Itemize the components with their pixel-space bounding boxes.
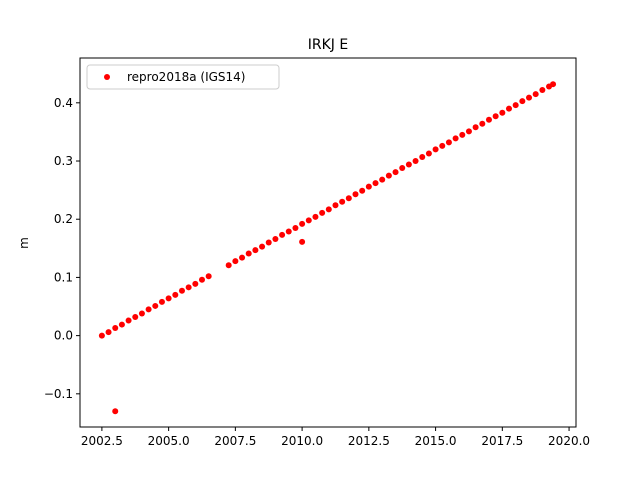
point (419, 153, 426, 160)
point (205, 273, 212, 280)
point (185, 284, 192, 291)
point (112, 408, 119, 415)
point (399, 165, 406, 172)
point (265, 239, 272, 246)
point (138, 310, 145, 317)
point (285, 228, 292, 235)
point (385, 172, 392, 179)
point (292, 224, 299, 231)
point (439, 142, 446, 149)
point (365, 183, 372, 190)
point (232, 258, 239, 265)
point (505, 105, 512, 112)
point (519, 98, 526, 105)
point (339, 198, 346, 205)
point (272, 236, 279, 243)
point (279, 231, 286, 238)
y-tick-label: −0.1 (44, 387, 73, 401)
point (192, 280, 199, 287)
point (499, 109, 506, 116)
x-tick-label: 2002.5 (81, 434, 123, 448)
point (165, 295, 172, 302)
point (345, 195, 352, 202)
point (152, 302, 159, 309)
point (412, 158, 419, 165)
point (98, 332, 105, 339)
point (379, 176, 386, 183)
point (425, 150, 432, 157)
x-tick-label: 2007.5 (214, 434, 256, 448)
point (459, 131, 466, 138)
point (145, 306, 152, 313)
axes-frame (79, 57, 577, 428)
point (479, 120, 486, 127)
y-tick-label: 0.2 (54, 212, 73, 226)
point (359, 187, 366, 194)
point (539, 87, 546, 94)
point (252, 247, 259, 254)
point (405, 161, 412, 168)
point (312, 213, 319, 220)
point (550, 81, 557, 88)
x-tick-label: 2015.0 (415, 434, 457, 448)
x-tick-label: 2012.5 (348, 434, 390, 448)
point (319, 209, 326, 216)
point (452, 135, 459, 142)
chart-title: IRKJ E (308, 37, 348, 53)
point (118, 321, 125, 328)
legend-label: repro2018a (IGS14) (127, 70, 245, 84)
point (245, 250, 252, 257)
point (305, 217, 312, 224)
point (225, 262, 232, 269)
point (325, 206, 332, 213)
point (352, 191, 359, 198)
point (432, 146, 439, 153)
point (105, 329, 112, 336)
point (532, 91, 539, 98)
y-tick-label: 0.0 (54, 329, 73, 343)
point (132, 313, 139, 320)
point (372, 180, 379, 187)
point (259, 243, 266, 250)
point (392, 169, 399, 176)
y-tick-label: 0.3 (54, 154, 73, 168)
point (492, 113, 499, 120)
x-tick-label: 2005.0 (148, 434, 190, 448)
x-tick-label: 2017.5 (481, 434, 523, 448)
x-tick-label: 2020.0 (548, 434, 590, 448)
point (512, 102, 519, 109)
point (485, 116, 492, 123)
point (465, 128, 472, 135)
point (125, 317, 132, 324)
y-tick-label: 0.1 (54, 270, 73, 284)
point (299, 220, 306, 227)
point (178, 287, 185, 294)
point (299, 238, 306, 245)
point (158, 298, 165, 305)
point (112, 325, 119, 332)
y-tick-label: 0.4 (54, 96, 73, 110)
point (239, 254, 246, 261)
x-tick-label: 2010.0 (281, 434, 323, 448)
point (198, 276, 205, 283)
legend-box (86, 64, 280, 90)
legend-marker (104, 74, 110, 80)
point (526, 94, 533, 101)
point (472, 124, 479, 131)
point (445, 139, 452, 146)
y-axis-label: m (17, 237, 31, 249)
point (172, 291, 179, 298)
point (332, 202, 339, 209)
